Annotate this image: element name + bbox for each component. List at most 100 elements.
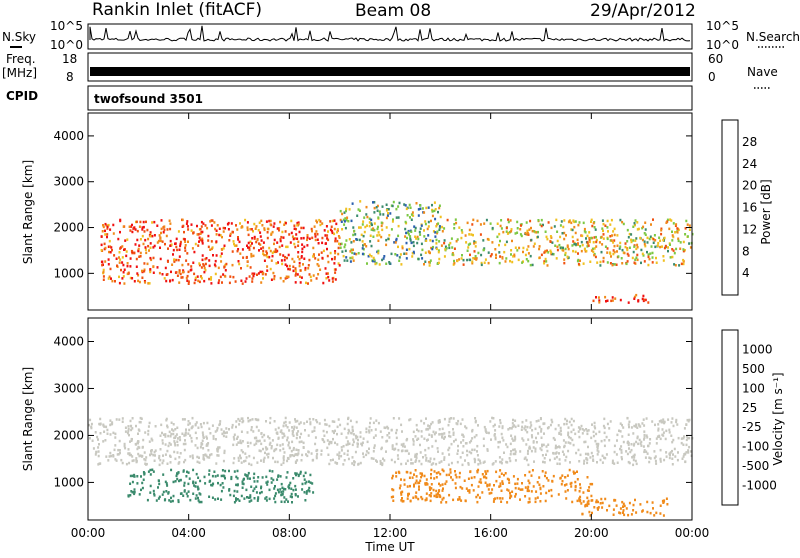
power-cell <box>470 233 473 236</box>
velocity-cell <box>485 476 488 480</box>
velocity-cell <box>192 468 195 472</box>
power-cell <box>137 247 140 251</box>
velocity-cell <box>112 455 115 458</box>
power-cell <box>498 232 501 236</box>
velocity-cell <box>627 443 630 447</box>
power-cell <box>522 250 524 254</box>
power-cell <box>342 218 345 222</box>
velocity-cell <box>668 431 671 434</box>
power-cell <box>526 231 529 235</box>
velocity-cell <box>587 429 590 432</box>
velocity-cell <box>120 458 123 462</box>
velocity-cell <box>163 498 166 502</box>
power-cell <box>249 228 252 231</box>
velocity-cell <box>599 502 602 505</box>
velocity-cell <box>189 434 192 437</box>
power-cell <box>196 233 199 236</box>
power-cell <box>251 272 254 275</box>
power-cell <box>563 237 566 241</box>
velocity-cell <box>633 442 636 446</box>
velocity-cell <box>412 440 415 443</box>
power-cell <box>179 242 182 246</box>
power-plot-area <box>88 113 692 310</box>
velocity-cell <box>114 436 117 439</box>
velocity-cell <box>414 453 417 456</box>
power-cell <box>546 264 549 267</box>
power-cell <box>626 228 629 232</box>
power-cell <box>156 241 159 244</box>
power-cell <box>689 246 692 249</box>
power-cell <box>104 229 106 233</box>
velocity-cell <box>145 462 148 466</box>
velocity-cell <box>105 425 108 429</box>
velocity-cell <box>463 479 466 482</box>
velocity-cell <box>138 493 141 496</box>
velocity-cell <box>339 423 342 427</box>
power-cell <box>553 225 556 228</box>
velocity-cell <box>662 514 665 517</box>
velocity-cell <box>645 417 648 420</box>
velocity-cell <box>252 489 255 493</box>
power-cell <box>526 229 529 233</box>
power-cell <box>394 253 397 256</box>
velocity-cell <box>579 427 582 430</box>
power-cell <box>325 242 327 245</box>
power-cell <box>550 236 553 239</box>
velocity-cell <box>500 460 503 464</box>
velocity-cell <box>298 440 301 444</box>
power-cell <box>152 256 155 260</box>
velocity-cell <box>539 447 542 450</box>
velocity-cell <box>630 443 633 446</box>
power-cell <box>580 240 583 244</box>
power-cell <box>317 264 320 268</box>
power-cell <box>300 237 303 240</box>
x-tick-label: 00:00 <box>675 526 710 540</box>
velocity-cell <box>354 434 357 438</box>
velocity-cell <box>461 451 464 454</box>
power-cell <box>646 241 649 244</box>
velocity-colorbar-tick: -1000 <box>742 479 777 493</box>
power-cell <box>107 277 110 280</box>
power-cell <box>334 250 337 253</box>
velocity-cell <box>584 452 587 456</box>
velocity-cell <box>628 501 631 505</box>
power-cell <box>139 238 142 241</box>
velocity-cell <box>477 485 480 488</box>
power-cell <box>660 232 663 236</box>
velocity-cell <box>130 439 133 442</box>
power-cell <box>385 243 388 247</box>
velocity-cell <box>302 474 305 478</box>
velocity-cell <box>237 441 240 444</box>
power-cell <box>651 251 654 255</box>
power-cell <box>415 237 418 240</box>
power-cell <box>489 222 492 225</box>
velocity-cell <box>184 439 186 442</box>
velocity-cell <box>687 449 690 452</box>
power-cell <box>343 259 346 262</box>
velocity-cell <box>438 489 441 492</box>
power-cell <box>176 274 179 277</box>
power-cell <box>361 223 364 226</box>
velocity-cell <box>197 496 199 500</box>
power-cell <box>556 248 559 252</box>
velocity-cell <box>240 461 243 464</box>
power-cell <box>512 255 515 258</box>
velocity-cell <box>652 507 654 510</box>
power-cell <box>405 207 408 211</box>
power-cell <box>661 245 663 248</box>
power-cell <box>618 247 621 250</box>
power-cell <box>297 244 300 247</box>
velocity-cell <box>314 442 317 446</box>
power-cell <box>441 225 444 229</box>
power-cell <box>342 254 345 258</box>
power-cell <box>327 272 329 275</box>
power-cell <box>368 224 371 228</box>
power-cell <box>149 246 152 249</box>
power-cell <box>660 229 663 232</box>
power-cell <box>271 254 274 258</box>
velocity-cell <box>620 451 623 454</box>
power-cell <box>674 264 677 267</box>
power-cell <box>106 235 108 239</box>
velocity-cell <box>425 481 428 485</box>
power-cell <box>219 234 222 237</box>
